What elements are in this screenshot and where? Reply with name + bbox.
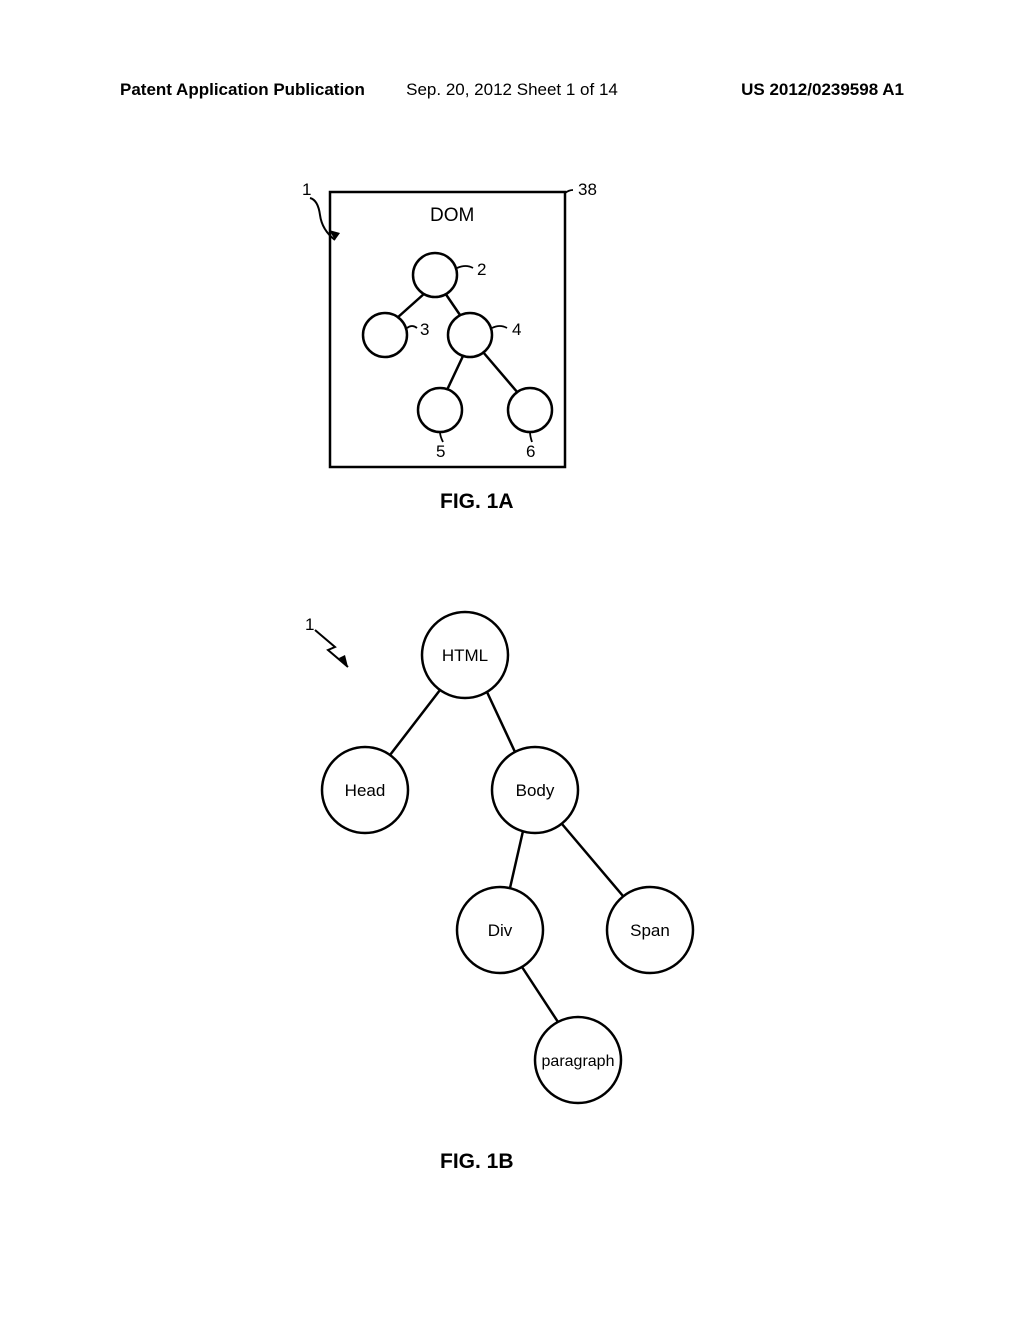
edge-html-head [390,690,440,755]
fig-1a-caption: FIG. 1A [440,490,514,514]
ref-leader-1b-arrow [339,655,348,667]
ref-label-1: 1 [302,180,311,200]
node-span-label: Span [630,921,670,940]
edge-n4-n6 [483,352,518,393]
fig-1b-diagram: HTML Head Body Div Span paragraph 1 [250,600,800,1180]
header-center: Sep. 20, 2012 Sheet 1 of 14 [406,80,618,100]
node-2 [413,253,457,297]
node-head-label: Head [345,781,386,800]
ref-leader-1 [310,198,335,240]
node-3 [363,313,407,357]
node-div-label: Div [488,921,513,940]
ref-label-6: 6 [526,442,535,462]
node-head [322,747,408,833]
ref-leader-5 [440,432,443,442]
dom-box-rect [330,192,565,467]
edge-body-span [562,824,623,896]
ref-leader-1b [315,630,348,667]
edge-body-div [510,831,523,888]
ref-label-5: 5 [436,442,445,462]
edge-html-body [487,692,515,752]
fig-1b-caption: FIG. 1B [440,1150,514,1174]
ref-label-4: 4 [512,320,521,340]
node-6 [508,388,552,432]
ref-leader-6 [530,432,532,442]
node-html [422,612,508,698]
dom-title: DOM [430,205,474,227]
node-body [492,747,578,833]
ref-label-1b: 1 [305,615,314,635]
node-5 [418,388,462,432]
ref-label-3: 3 [420,320,429,340]
node-span [607,887,693,973]
ref-leader-1-arrow [329,230,340,240]
node-div [457,887,543,973]
ref-label-2: 2 [477,260,486,280]
edge-n2-n4 [445,293,460,315]
node-paragraph-label: paragraph [542,1053,615,1070]
node-paragraph [535,1017,621,1103]
page-header: Patent Application Publication Sep. 20, … [0,80,1024,100]
edge-n2-n3 [397,293,425,318]
node-body-label: Body [516,781,555,800]
header-left: Patent Application Publication [120,80,365,100]
fig-1a-svg [280,180,750,560]
ref-leader-3 [407,326,417,328]
header-right: US 2012/0239598 A1 [741,80,904,100]
node-html-label: HTML [442,646,488,665]
fig-1b-svg: HTML Head Body Div Span paragraph [250,600,800,1180]
ref-leader-4 [492,326,507,328]
edge-div-paragraph [522,967,558,1022]
ref-label-38: 38 [578,180,597,200]
ref-leader-38 [565,190,573,193]
edge-n4-n5 [447,356,463,390]
node-4 [448,313,492,357]
fig-1a-diagram: DOM 1 38 2 3 4 5 6 [280,180,750,560]
ref-leader-2 [457,266,473,268]
